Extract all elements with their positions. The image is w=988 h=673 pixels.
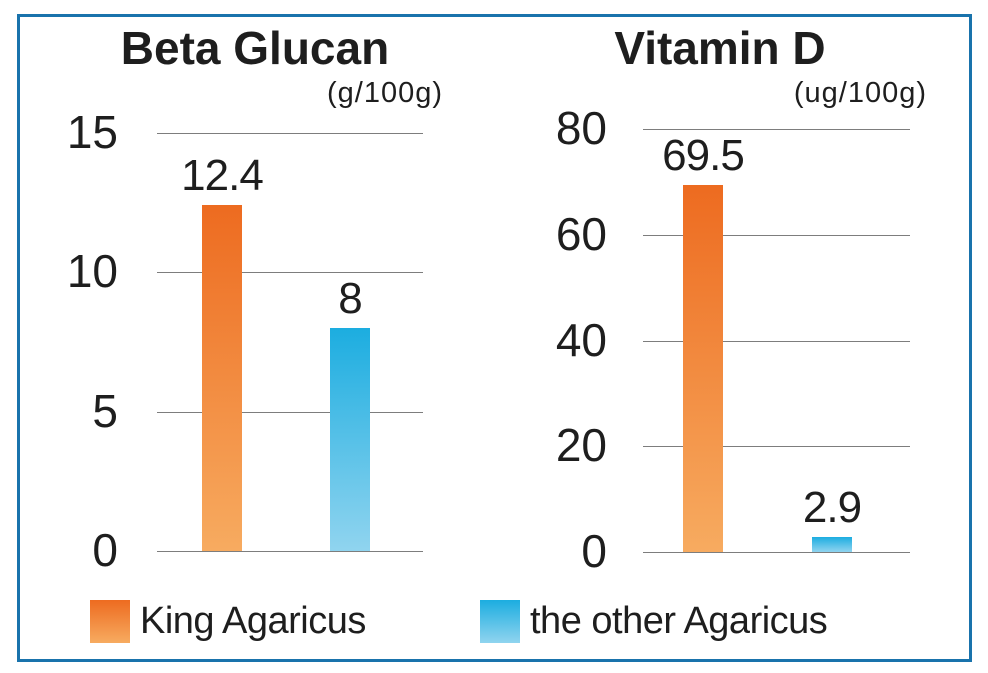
bar-other-agaricus <box>812 536 852 552</box>
y-tick-label-0: 0 <box>581 525 607 577</box>
bar-value-label: 12.4 <box>181 151 264 201</box>
beta-glucan-title: Beta Glucan <box>120 22 390 74</box>
y-tick-label-10: 10 <box>66 245 118 297</box>
gridline-y-60 <box>643 234 910 236</box>
gridline-y-5 <box>157 411 423 413</box>
vitamin-d-title: Vitamin D <box>614 22 826 74</box>
y-tick-label-20: 20 <box>555 419 607 471</box>
y-tick-label-5: 5 <box>92 385 118 437</box>
gridline-y-20 <box>643 446 910 448</box>
outer-border <box>17 14 972 662</box>
bar-value-label: 2.9 <box>802 482 862 532</box>
legend-label-other-agaricus: the other Agaricus <box>530 600 828 642</box>
y-tick-label-40: 40 <box>555 314 607 366</box>
gridline-y-0 <box>643 552 910 553</box>
gridline-y-80 <box>643 129 910 130</box>
y-tick-label-15: 15 <box>66 106 118 158</box>
y-tick-label-0: 0 <box>92 524 118 576</box>
legend-swatch-other-agaricus <box>480 600 520 643</box>
bar-king-agaricus <box>202 205 242 551</box>
legend-label-king-agaricus: King Agaricus <box>140 600 366 642</box>
gridline-y-15 <box>157 133 423 134</box>
vitamin-d-unit-label: (ug/100g) <box>793 77 927 109</box>
bar-king-agaricus <box>683 184 723 552</box>
gridline-y-40 <box>643 340 910 342</box>
gridline-y-10 <box>157 272 423 274</box>
beta-glucan-unit-label: (g/100g) <box>326 77 443 109</box>
gridline-y-0 <box>157 551 423 552</box>
bar-value-label: 69.5 <box>662 130 745 180</box>
y-tick-label-60: 60 <box>555 208 607 260</box>
bar-other-agaricus <box>330 328 370 551</box>
bar-value-label: 8 <box>338 274 362 324</box>
legend-swatch-king-agaricus <box>90 600 130 643</box>
y-tick-label-80: 80 <box>555 102 607 154</box>
